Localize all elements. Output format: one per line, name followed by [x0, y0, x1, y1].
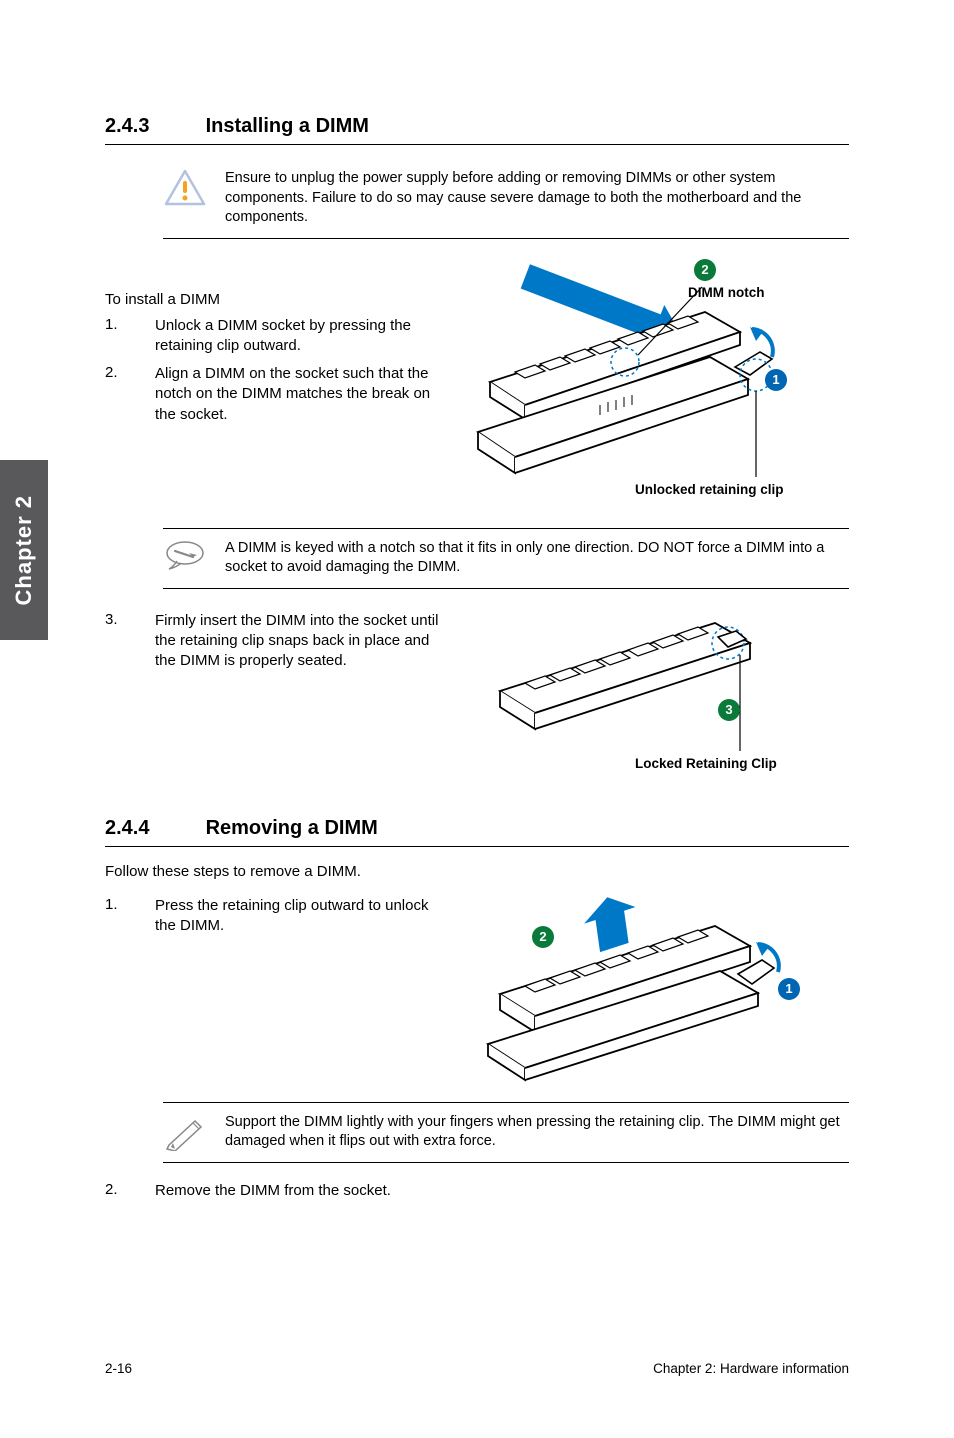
page-content: 2.4.3 Installing a DIMM Ensure to unplug…	[0, 0, 954, 1249]
diagram-install: 2 DIMM notch	[460, 257, 849, 492]
step-item: 3. Firmly insert the DIMM into the socke…	[105, 611, 440, 672]
page-number: 2-16	[105, 1361, 132, 1376]
label-unlocked-clip: Unlocked retaining clip	[635, 482, 784, 497]
step3-diagram-col: 3 Locked Retaining Clip	[460, 611, 849, 771]
note-callout-keyed: A DIMM is keyed with a notch so that it …	[163, 528, 849, 589]
remove-diagram-col: 2 1	[460, 896, 849, 1086]
install-steps: 1. Unlock a DIMM socket by pressing the …	[105, 316, 440, 425]
badge-1: 1	[765, 369, 787, 391]
badge-2-remove: 2	[532, 926, 554, 948]
diagram-locked: 3 Locked Retaining Clip	[460, 611, 849, 771]
step3-text-col: 3. Firmly insert the DIMM into the socke…	[105, 611, 440, 771]
remove-steps: 1. Press the retaining clip outward to u…	[105, 896, 440, 937]
note-text-support: Support the DIMM lightly with your finge…	[225, 1113, 849, 1152]
step-item: 1. Unlock a DIMM socket by pressing the …	[105, 316, 440, 357]
step-number: 1.	[105, 896, 127, 937]
step-number: 2.	[105, 364, 127, 425]
warning-icon	[163, 169, 207, 207]
section-number: 2.4.4	[105, 817, 200, 840]
step-text: Firmly insert the DIMM into the socket u…	[155, 611, 440, 672]
step-text: Remove the DIMM from the socket.	[155, 1181, 391, 1201]
note-text: A DIMM is keyed with a notch so that it …	[225, 539, 849, 578]
remove-text-col: 1. Press the retaining clip outward to u…	[105, 896, 440, 1086]
pencil-icon	[163, 1113, 207, 1151]
section-title: Installing a DIMM	[206, 115, 369, 137]
section-heading-removing: 2.4.4 Removing a DIMM	[105, 817, 849, 847]
note-icon	[163, 539, 207, 573]
step-number: 3.	[105, 611, 127, 672]
step-text: Press the retaining clip outward to unlo…	[155, 896, 440, 937]
step-number: 1.	[105, 316, 127, 357]
step-number: 2.	[105, 1181, 127, 1201]
section-number: 2.4.3	[105, 115, 200, 138]
remove-row: 1. Press the retaining clip outward to u…	[105, 896, 849, 1086]
step-item: 2. Align a DIMM on the socket such that …	[105, 364, 440, 425]
install-text-col: To install a DIMM 1. Unlock a DIMM socke…	[105, 257, 440, 492]
page-footer: 2-16 Chapter 2: Hardware information	[105, 1361, 849, 1376]
intro-removing: Follow these steps to remove a DIMM.	[105, 863, 849, 880]
remove-step2: 2. Remove the DIMM from the socket.	[105, 1181, 849, 1201]
chapter-tab-label: Chapter 2	[11, 495, 37, 605]
label-locked-clip: Locked Retaining Clip	[635, 756, 777, 771]
warning-text: Ensure to unplug the power supply before…	[225, 169, 849, 228]
step-item: 1. Press the retaining clip outward to u…	[105, 896, 440, 937]
chapter-label: Chapter 2: Hardware information	[653, 1361, 849, 1376]
warning-callout: Ensure to unplug the power supply before…	[163, 159, 849, 239]
intro-line: To install a DIMM	[105, 291, 440, 308]
install-diagram-col: 2 DIMM notch	[460, 257, 849, 492]
install-row: To install a DIMM 1. Unlock a DIMM socke…	[105, 257, 849, 492]
step-text: Align a DIMM on the socket such that the…	[155, 364, 440, 425]
diagram-remove: 2 1	[460, 896, 849, 1086]
step3-row: 3. Firmly insert the DIMM into the socke…	[105, 611, 849, 771]
step-item: 2. Remove the DIMM from the socket.	[105, 1181, 849, 1201]
step3-steps: 3. Firmly insert the DIMM into the socke…	[105, 611, 440, 672]
badge-3: 3	[718, 699, 740, 721]
note-callout-support: Support the DIMM lightly with your finge…	[163, 1102, 849, 1163]
step-text: Unlock a DIMM socket by pressing the ret…	[155, 316, 440, 357]
section-heading-installing: 2.4.3 Installing a DIMM	[105, 115, 849, 145]
section-title: Removing a DIMM	[206, 817, 378, 839]
diagram-svg-2	[460, 611, 840, 771]
chapter-tab: Chapter 2	[0, 460, 48, 640]
badge-1-remove: 1	[778, 978, 800, 1000]
